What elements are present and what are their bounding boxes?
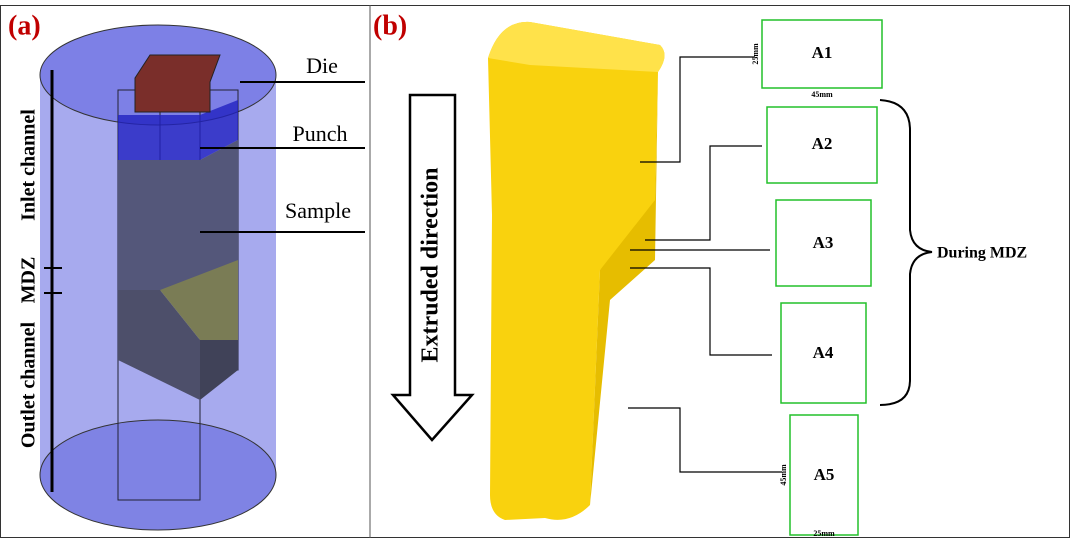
die-bottom — [40, 420, 276, 530]
channel-label: MDZ — [18, 257, 40, 304]
group-label: During MDZ — [937, 245, 1027, 262]
part-label: Sample — [285, 198, 351, 223]
section-label: A5 — [814, 465, 835, 484]
connector — [645, 146, 762, 240]
dimension: 25mm — [751, 43, 760, 65]
connector — [630, 268, 772, 355]
dimension: 25mm — [813, 529, 835, 538]
panel-a: Outlet channel MDZ Inlet channel Die Pun… — [8, 10, 365, 530]
section-label: A2 — [812, 134, 833, 153]
channel-label: Outlet channel — [18, 322, 40, 449]
part-label: Punch — [293, 121, 348, 146]
part-label: Die — [306, 53, 338, 78]
section-label: A3 — [813, 233, 834, 252]
brace — [880, 100, 932, 405]
section-label: A1 — [812, 43, 833, 62]
dimension: 45mm — [811, 90, 833, 99]
direction-label: Extruded direction — [418, 168, 444, 363]
panel-label: (a) — [8, 10, 41, 41]
figure: Outlet channel MDZ Inlet channel Die Pun… — [0, 0, 1071, 538]
section-label: A4 — [813, 343, 834, 362]
panel-label: (b) — [373, 10, 407, 41]
die-block — [135, 55, 220, 112]
dimension: 45mm — [779, 464, 788, 486]
channel-label: Inlet channel — [18, 109, 40, 221]
panel-b: (b) Extruded direction A1 A2 A3 A4 A5 25… — [373, 10, 1027, 537]
connector — [628, 408, 782, 472]
